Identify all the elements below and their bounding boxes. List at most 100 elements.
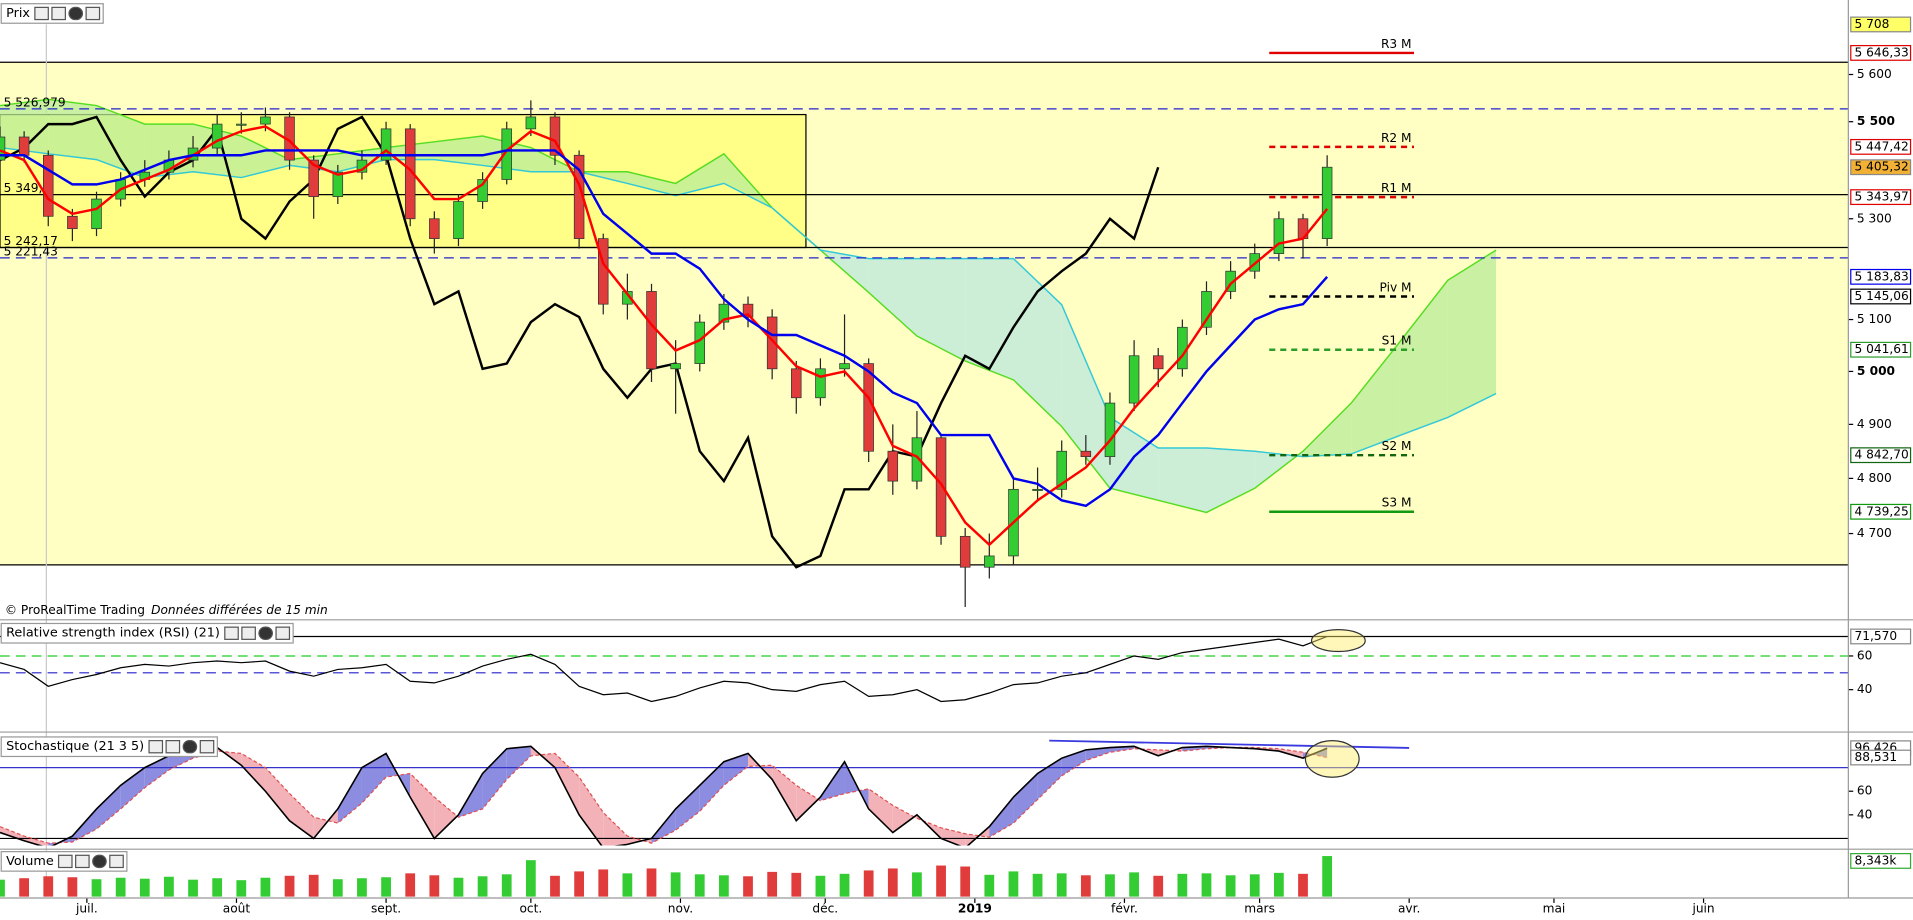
volume-bar	[1153, 875, 1164, 897]
pivot-label: S2 M	[1382, 439, 1412, 453]
indicator-line	[0, 149, 1329, 508]
stochastic-fill	[579, 777, 604, 846]
candle-body	[91, 198, 102, 230]
candle-body	[742, 303, 754, 318]
cloud-area	[1206, 447, 1255, 513]
highlight	[1304, 739, 1360, 778]
volume-bar	[525, 860, 536, 897]
candle-body	[670, 363, 681, 370]
volume-bar	[284, 875, 295, 897]
zone-label: 5 526,979	[4, 95, 66, 109]
candle-body	[791, 368, 802, 399]
candle-body	[959, 535, 971, 568]
panel-icon	[275, 626, 291, 640]
pivot-tag-box	[1850, 503, 1912, 520]
cloud-area	[1061, 304, 1110, 489]
panel-icon	[148, 739, 164, 754]
panel-icon	[85, 6, 101, 21]
zone-label: 5 221,43	[4, 244, 58, 258]
stochastic-fill	[337, 767, 362, 824]
y-tick-label: 5 000	[1857, 364, 1895, 378]
candle-body	[984, 555, 995, 568]
cloud-area	[627, 171, 676, 196]
price-panel	[0, 51, 1849, 608]
stochastic-fill	[72, 808, 97, 842]
volume-bar	[1298, 873, 1308, 897]
stochastic-fill	[144, 755, 169, 788]
volume-bar	[1225, 875, 1236, 897]
pivot-tag: 5 145,06	[1854, 289, 1908, 303]
panel-icon	[199, 739, 215, 754]
separators	[0, 0, 1913, 899]
x-tick-label: juil.	[75, 901, 98, 915]
volume-bar	[1008, 871, 1019, 897]
stochastic-fill	[603, 812, 628, 846]
stochastic-fill	[506, 746, 531, 780]
volume-bar	[1032, 873, 1043, 897]
volume-bar	[887, 868, 898, 897]
stochastic-fill	[1085, 747, 1110, 761]
panel-icon	[241, 626, 256, 640]
candle-body	[1104, 402, 1116, 458]
pivot-tag: 5 646,33	[1854, 45, 1908, 59]
indicator-line	[0, 125, 1329, 547]
candle-body	[1201, 291, 1212, 328]
volume-bar	[405, 873, 416, 897]
candle-body	[935, 437, 947, 537]
candle-body	[1128, 355, 1140, 404]
candle-body	[766, 316, 778, 370]
x-tick-label: juin	[1691, 901, 1714, 915]
x-tick-label: 2019	[958, 901, 992, 915]
panel-title-bg	[0, 622, 294, 644]
volume-bar	[1129, 872, 1139, 897]
volume-bar	[115, 877, 126, 897]
volume-bar	[67, 877, 78, 897]
volume-bar	[719, 875, 729, 897]
stochastic-fill	[772, 765, 797, 821]
y-tick-label: 40	[1857, 682, 1873, 696]
pivot-tag: 4 842,70	[1854, 448, 1908, 462]
x-tick-label: févr.	[1111, 901, 1138, 915]
pivot-label: R2 M	[1381, 131, 1412, 145]
pivot-label: R3 M	[1381, 37, 1412, 51]
stochastic-fill	[868, 788, 893, 833]
candle-body	[501, 128, 512, 180]
cloud-area	[96, 105, 145, 178]
volume-bar	[622, 873, 633, 897]
stochastic-fill	[989, 797, 1014, 838]
panel-icon	[57, 854, 73, 869]
candle-body	[332, 171, 344, 197]
volume-bar	[574, 871, 584, 897]
value-tag: 5 708	[1854, 17, 1889, 31]
volume-bar	[477, 876, 488, 897]
pivot-tag-box	[1850, 44, 1912, 61]
volume-bar	[1056, 873, 1067, 897]
y-tick-label: 4 700	[1857, 526, 1892, 540]
stochastic-fill	[699, 761, 724, 812]
stochastic-fill	[289, 793, 314, 839]
pivot-label: S1 M	[1382, 334, 1412, 348]
y-tick-label: 5 500	[1857, 114, 1895, 128]
panel-title: Stochastique (21 3 5)	[6, 739, 144, 754]
y-tick-label: 5 300	[1857, 211, 1892, 225]
value-tag: 71,570	[1854, 629, 1897, 643]
volume-bar	[19, 878, 30, 897]
y-tick-label: 4 800	[1857, 471, 1892, 485]
zone-label: 5 242,17	[4, 234, 58, 248]
panel-icon	[75, 854, 90, 869]
value-tag-box	[1850, 853, 1912, 869]
highlight	[1310, 628, 1366, 653]
pivot-tag: 4 739,25	[1854, 504, 1908, 518]
value-tag-box	[1850, 268, 1912, 285]
stochastic-fill	[1013, 773, 1038, 824]
cloud-area	[868, 258, 917, 337]
pivot-tag-box	[1850, 189, 1912, 206]
layer: 5 526,979 5 349, 5 242,175 221,43 R3 M 5 646…	[0, 16, 1912, 915]
pivot-tag: 5 343,97	[1854, 190, 1908, 204]
value-tag-box	[1850, 628, 1912, 645]
cloud-area	[434, 136, 483, 166]
candle-body	[839, 363, 850, 370]
y-tick-label: 60	[1857, 648, 1873, 662]
